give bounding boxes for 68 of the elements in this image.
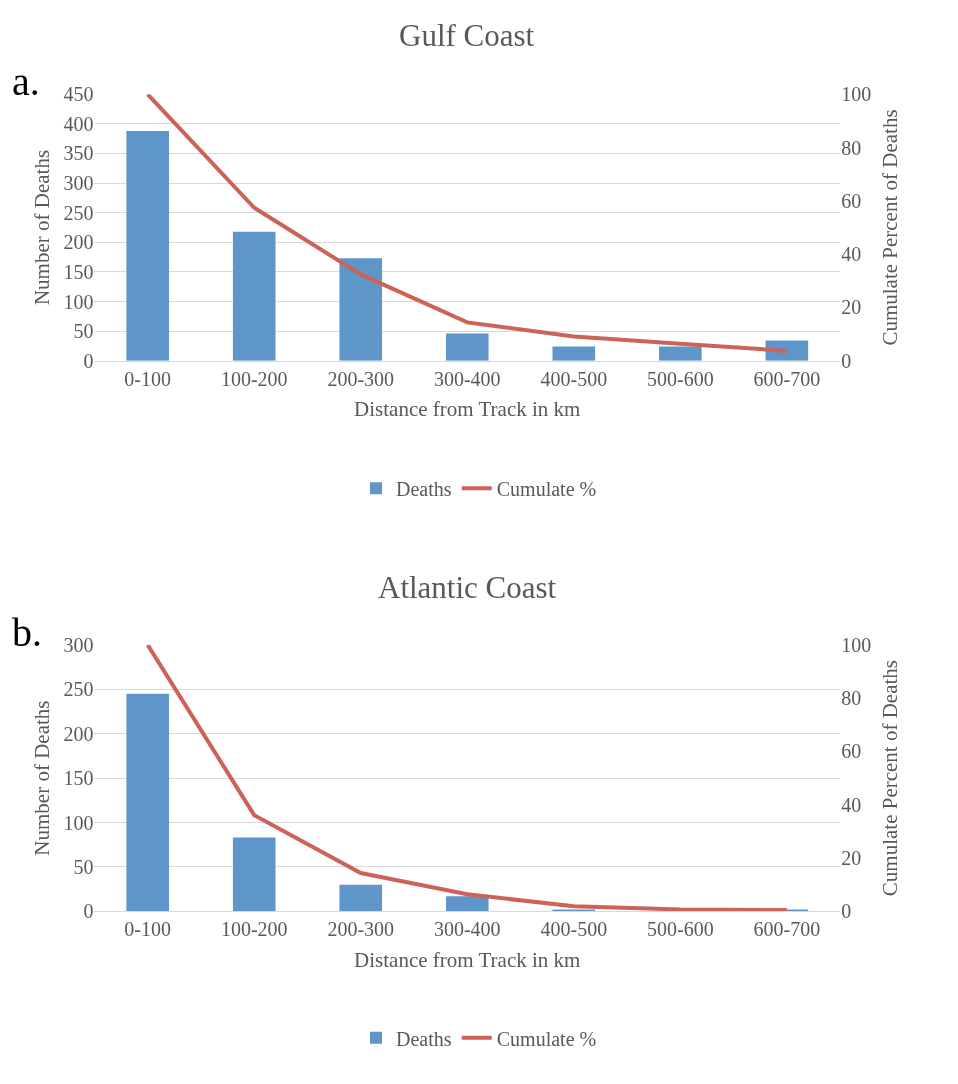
legend-label: Deaths	[396, 478, 452, 501]
y-tick-label: 350	[63, 142, 94, 165]
x-tick-label: 400-500	[540, 918, 608, 941]
y-tick-label: 100	[63, 811, 94, 834]
text: a.	[12, 59, 40, 104]
x-tick-label: 0-100	[124, 367, 172, 390]
y-tick-label: 150	[63, 260, 94, 283]
bar	[552, 346, 596, 361]
bar	[659, 346, 702, 361]
y-axis-title: Number of Deaths	[29, 700, 54, 856]
bar	[339, 884, 383, 912]
line-series	[145, 94, 789, 353]
y2-tick-label: 60	[841, 740, 862, 763]
y2-tick-label: 100	[841, 633, 872, 656]
x-tick-label: 200-300	[327, 918, 395, 941]
y-tick-label: 200	[63, 231, 94, 254]
x-tick-label: 600-700	[753, 918, 821, 941]
y-tick-label: 250	[63, 201, 94, 224]
x-tick-label: 600-700	[753, 367, 821, 390]
legend-label: Deaths	[396, 1027, 452, 1050]
y-tick-label: 0	[83, 900, 94, 923]
y2-tick-label: 20	[841, 296, 862, 319]
x-tick-label: 500-600	[647, 918, 714, 941]
bar	[232, 231, 276, 361]
y2-tick-label: 0	[841, 349, 852, 372]
y-axis-title: Number of Deaths	[29, 149, 54, 306]
y2-axis-title: Cumulate Percent of Deaths	[878, 660, 903, 897]
x-axis-title: Distance from Track in km	[354, 396, 581, 421]
y2-tick-label: 80	[841, 136, 862, 159]
y-tick-label: 50	[73, 320, 94, 343]
y-tick-label: 300	[63, 633, 94, 656]
y-tick-label: 250	[63, 678, 94, 701]
y2-tick-label: 40	[841, 243, 862, 266]
y-tick-label: 50	[73, 855, 94, 878]
x-tick-label: 0-100	[124, 918, 172, 941]
y2-axis-title: Cumulate Percent of Deaths	[878, 109, 903, 346]
legend-label: Cumulate %	[496, 1027, 597, 1050]
x-tick-label: 100-200	[220, 367, 288, 390]
y2-tick-label: 0	[841, 900, 852, 923]
x-tick-label: 100-200	[220, 918, 288, 941]
y-tick-label: 200	[63, 722, 94, 745]
x-axis-title: Distance from Track in km	[354, 947, 581, 972]
chart-title: Gulf Coast	[399, 18, 535, 53]
bar	[339, 258, 383, 361]
y-tick-label: 0	[83, 349, 94, 372]
y-tick-label: 400	[63, 112, 94, 135]
bar	[445, 896, 489, 912]
text: b.	[12, 610, 42, 655]
y2-tick-label: 60	[841, 189, 862, 212]
y-tick-label: 450	[63, 83, 94, 106]
y2-tick-label: 40	[841, 793, 862, 816]
x-tick-label: 500-600	[647, 367, 714, 390]
x-tick-label: 300-400	[433, 918, 501, 941]
y-tick-label: 150	[63, 767, 94, 790]
y2-tick-label: 100	[841, 83, 872, 106]
x-tick-label: 400-500	[540, 367, 608, 390]
x-tick-label: 200-300	[327, 367, 395, 390]
y2-tick-label: 80	[841, 687, 862, 710]
bar	[445, 333, 489, 361]
chart-title: Atlantic Coast	[378, 570, 557, 605]
bar	[232, 837, 276, 912]
legend-label: Cumulate %	[496, 478, 597, 501]
bar	[126, 130, 169, 361]
y-tick-label: 300	[63, 172, 94, 195]
bar	[126, 693, 169, 912]
y2-tick-label: 20	[841, 847, 862, 870]
x-tick-label: 300-400	[433, 367, 501, 390]
y-tick-label: 100	[63, 290, 94, 313]
